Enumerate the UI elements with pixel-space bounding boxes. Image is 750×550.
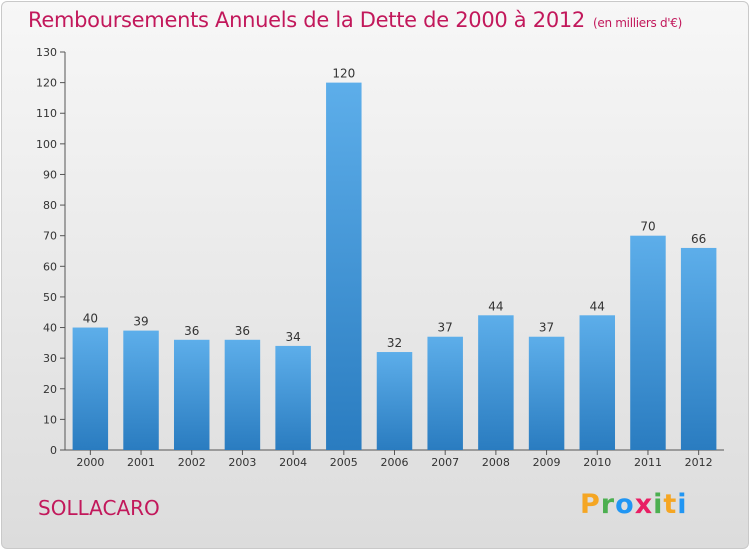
bar-value-label: 39	[133, 315, 148, 329]
bar-value-label: 66	[691, 232, 706, 246]
bar-value-label: 34	[285, 330, 300, 344]
commune-name: SOLLACARO	[38, 496, 160, 520]
x-tick-label: 2009	[533, 456, 561, 469]
y-tick-label: 40	[43, 322, 57, 335]
bar-value-label: 44	[590, 299, 605, 313]
chart-title-text: Remboursements Annuels de la Dette de 20…	[28, 8, 585, 32]
bar-value-label: 37	[438, 321, 453, 335]
bar-value-label: 36	[235, 324, 250, 338]
bar	[427, 336, 463, 450]
bar-value-label: 70	[640, 220, 655, 234]
bar	[376, 352, 413, 450]
x-tick-label: 2012	[685, 456, 713, 469]
bar	[326, 82, 362, 450]
x-tick-label: 2005	[330, 456, 358, 469]
y-tick-label: 10	[43, 413, 57, 426]
x-tick-label: 2011	[634, 456, 662, 469]
bar	[630, 235, 666, 450]
y-tick-label: 100	[36, 138, 57, 151]
x-tick-label: 2006	[381, 456, 409, 469]
x-tick-label: 2010	[583, 456, 611, 469]
y-tick-label: 20	[43, 383, 57, 396]
x-tick-label: 2004	[279, 456, 307, 469]
bar	[173, 339, 210, 450]
y-tick-label: 90	[43, 168, 57, 181]
bar-value-label: 44	[488, 299, 503, 313]
y-tick-label: 60	[43, 260, 57, 273]
bar-value-label: 120	[332, 67, 355, 81]
y-tick-label: 130	[36, 46, 57, 59]
bar	[123, 330, 159, 450]
bar-value-label: 40	[83, 312, 98, 326]
bar	[680, 247, 717, 450]
bar	[579, 315, 616, 450]
y-tick-label: 0	[50, 444, 57, 457]
bar	[224, 339, 261, 450]
y-tick-label: 110	[36, 107, 57, 120]
y-tick-label: 50	[43, 291, 57, 304]
y-tick-label: 70	[43, 230, 57, 243]
x-tick-label: 2001	[127, 456, 155, 469]
y-tick-label: 30	[43, 352, 57, 365]
bar	[275, 345, 311, 450]
bar-value-label: 32	[387, 336, 402, 350]
proxiti-logo: Proxiti	[580, 489, 688, 520]
chart-subtitle: (en milliers d'€)	[593, 16, 683, 30]
y-tick-label: 80	[43, 199, 57, 212]
bar	[478, 315, 514, 450]
bar	[528, 336, 565, 450]
x-tick-label: 2007	[431, 456, 459, 469]
bar-value-label: 36	[184, 324, 199, 338]
x-tick-label: 2000	[76, 456, 104, 469]
bar-value-label: 37	[539, 321, 554, 335]
x-tick-label: 2003	[228, 456, 256, 469]
x-tick-label: 2002	[178, 456, 206, 469]
bar	[72, 327, 109, 450]
x-tick-label: 2008	[482, 456, 510, 469]
chart-title: Remboursements Annuels de la Dette de 20…	[28, 8, 682, 32]
y-tick-label: 120	[36, 77, 57, 90]
